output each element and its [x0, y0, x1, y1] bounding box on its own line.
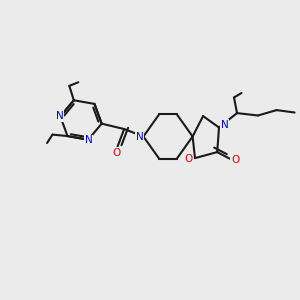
Text: N: N: [85, 135, 93, 145]
Text: N: N: [56, 111, 64, 121]
Text: N: N: [220, 120, 228, 130]
Text: O: O: [184, 154, 193, 164]
Text: O: O: [113, 148, 121, 158]
Text: O: O: [231, 155, 239, 165]
Text: N: N: [136, 131, 143, 142]
